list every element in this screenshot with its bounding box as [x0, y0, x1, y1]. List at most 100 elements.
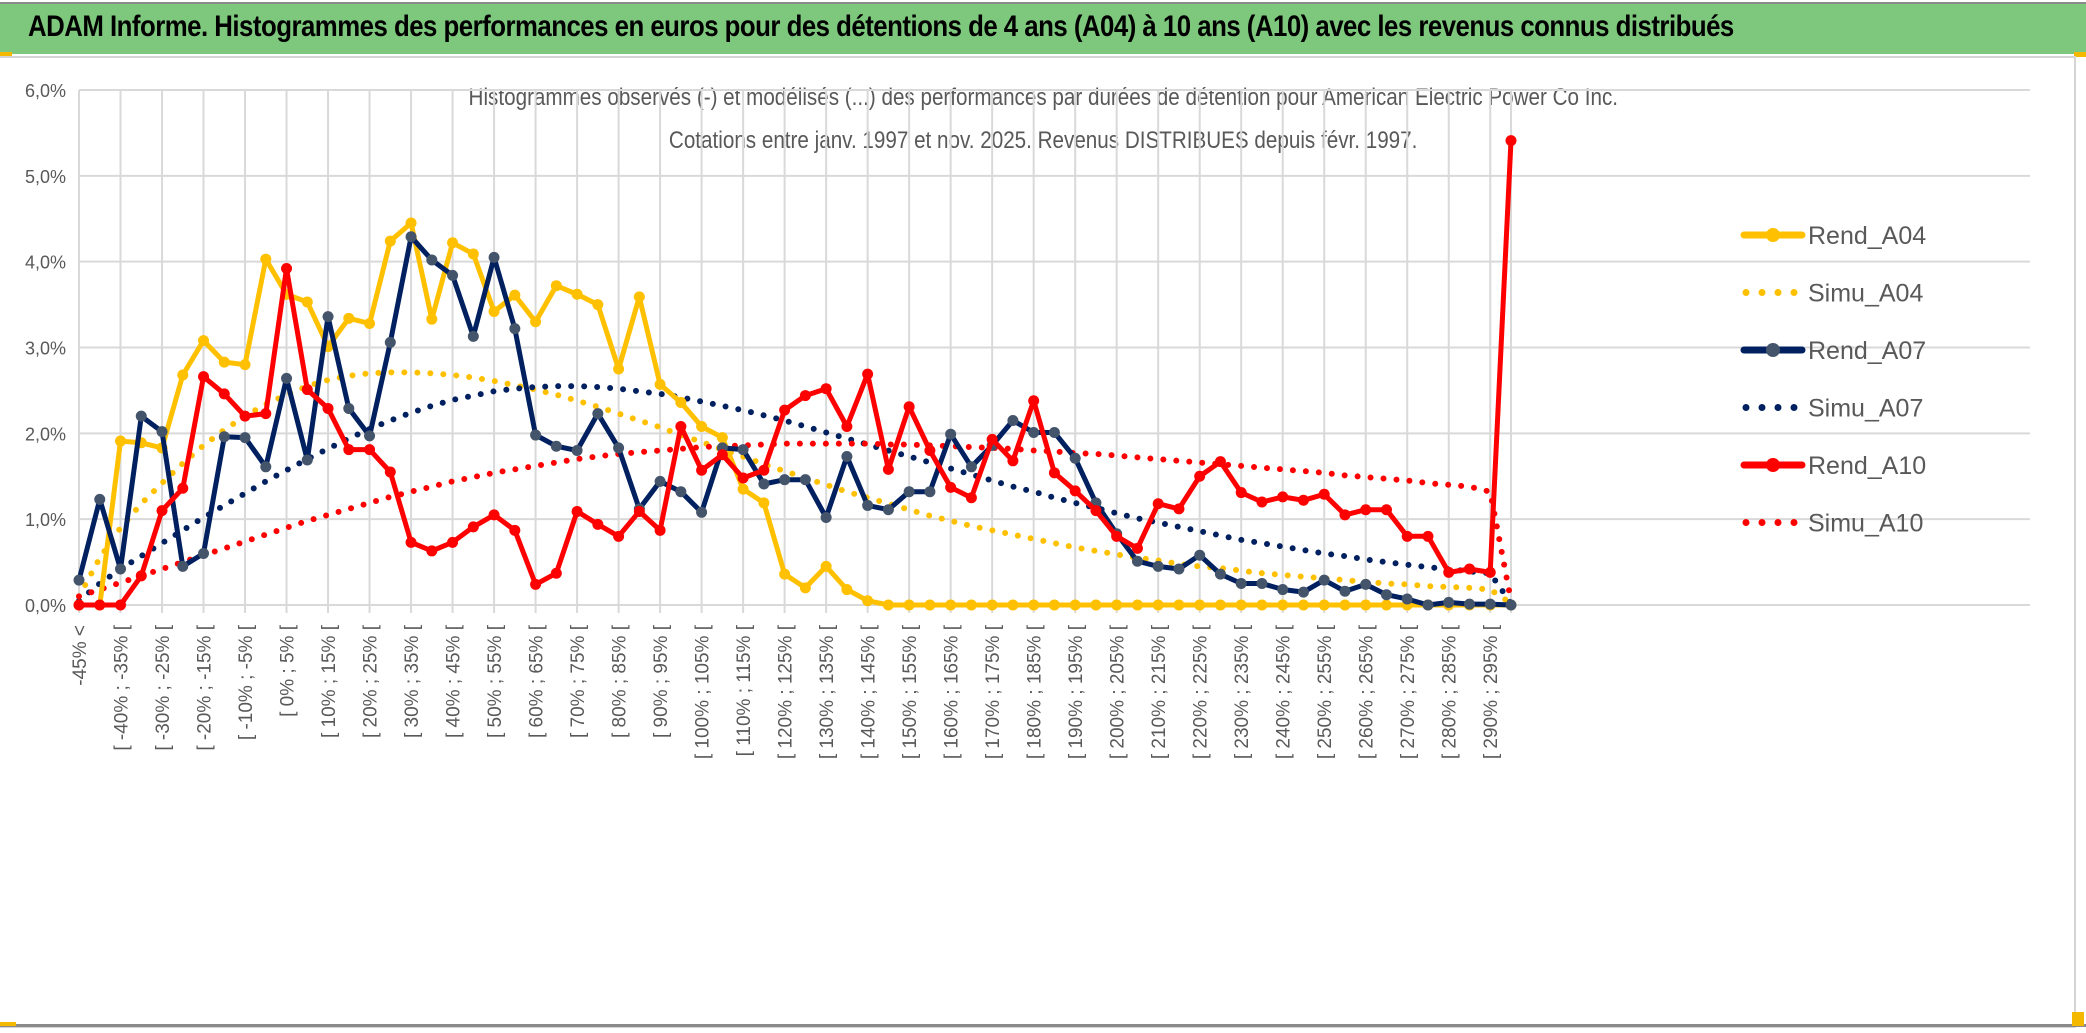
data-point	[73, 574, 85, 586]
data-point	[1111, 599, 1123, 611]
data-point	[488, 509, 500, 521]
data-point	[156, 505, 168, 517]
data-point	[1297, 599, 1309, 611]
data-point	[1463, 563, 1475, 575]
y-tick-label: 1,0%	[25, 510, 66, 530]
data-point	[1443, 566, 1455, 578]
data-point	[384, 466, 396, 478]
data-point	[405, 217, 417, 229]
bottom-border	[0, 1024, 2086, 1027]
data-point	[1360, 578, 1372, 590]
line-Simu_A10	[76, 440, 1514, 604]
data-point	[965, 461, 977, 473]
data-point	[467, 330, 479, 342]
line-Rend_A04	[79, 220, 1511, 608]
resize-handle-bottom-right[interactable]	[2072, 1012, 2084, 1026]
data-point	[426, 313, 438, 325]
data-point	[322, 402, 334, 414]
data-point	[841, 420, 853, 432]
x-tick-label: [ 210% ; 215% [	[1149, 624, 1170, 759]
data-point	[1505, 599, 1517, 611]
legend-label: Rend_A04	[1808, 222, 1926, 250]
x-tick-label: [ 90% ; 95% [	[651, 624, 672, 738]
data-point	[799, 474, 811, 486]
data-point	[177, 482, 189, 494]
data-point	[592, 299, 604, 311]
line-Rend_A10	[79, 140, 1514, 608]
data-point	[1401, 530, 1413, 542]
data-point	[1090, 505, 1102, 517]
data-point	[613, 363, 625, 375]
data-point	[862, 499, 874, 511]
data-point	[1380, 504, 1392, 516]
data-point	[239, 432, 251, 444]
data-point	[488, 305, 500, 317]
data-point	[73, 599, 85, 611]
data-point	[1194, 470, 1206, 482]
data-point	[945, 428, 957, 440]
data-point	[115, 563, 127, 575]
data-point	[198, 371, 210, 383]
x-tick-label: [ -10% ; -5% [	[236, 624, 257, 740]
data-point	[1380, 599, 1392, 611]
legend: Rend_A04 Simu_A04 Rend_A07 Simu_A07 Rend_A10…	[1740, 222, 1926, 538]
y-tick-label: 0,0%	[25, 596, 66, 616]
data-point	[426, 254, 438, 266]
x-tick-label: [ 260% ; 265% [	[1357, 624, 1378, 759]
data-point	[737, 472, 749, 484]
data-point	[1256, 496, 1268, 508]
y-tick-label: 3,0%	[25, 339, 66, 359]
gridlines	[78, 89, 2030, 613]
series-simu-a10	[76, 440, 1514, 604]
data-point	[281, 263, 293, 275]
data-point	[1214, 568, 1226, 580]
line-Rend_A07	[76, 234, 1512, 608]
x-tick-label: [ 200% ; 205% [	[1108, 624, 1129, 759]
data-point	[405, 231, 417, 243]
data-point	[633, 291, 645, 303]
x-tick-label: [ 30% ; 35% [	[402, 624, 423, 738]
legend-item-rend-a04: Rend_A04	[1740, 222, 1926, 250]
data-point	[509, 323, 521, 335]
x-tick-label: [ 100% ; 105% [	[693, 624, 714, 759]
data-point	[924, 599, 936, 611]
data-point	[364, 317, 376, 329]
data-point	[218, 431, 230, 443]
data-point	[965, 599, 977, 611]
resize-handle-top-right[interactable]	[2074, 52, 2086, 57]
data-point	[592, 408, 604, 420]
x-tick-label: [ 280% ; 285% [	[1440, 624, 1461, 759]
data-point	[1277, 599, 1289, 611]
data-point	[343, 444, 355, 456]
data-point	[1401, 593, 1413, 605]
x-tick-label: [ 270% ; 275% [	[1398, 624, 1419, 759]
data-point	[654, 524, 666, 536]
data-point	[550, 567, 562, 579]
data-point	[301, 384, 313, 396]
series-simu-a07	[76, 383, 1514, 607]
data-point	[198, 335, 210, 347]
data-point	[343, 402, 355, 414]
legend-item-rend-a10: Rend_A10	[1740, 452, 1926, 480]
data-point	[1484, 598, 1496, 610]
line-Simu_A07	[76, 383, 1514, 607]
data-point	[1360, 504, 1372, 516]
data-point	[716, 449, 728, 461]
legend-label: Simu_A04	[1808, 280, 1923, 308]
data-point	[779, 404, 791, 416]
legend-item-rend-a07: Rend_A07	[1740, 337, 1926, 365]
data-point	[260, 253, 272, 265]
data-point	[550, 280, 562, 292]
series-rend-a07	[73, 231, 1517, 611]
data-point	[260, 461, 272, 473]
resize-handle-top-left[interactable]	[0, 52, 12, 57]
data-point	[1131, 542, 1143, 554]
data-point	[1277, 584, 1289, 596]
data-point	[696, 506, 708, 518]
data-point	[986, 599, 998, 611]
data-point	[1443, 596, 1455, 608]
x-tick-label: [ 110% ; 115% [	[734, 624, 755, 756]
data-point	[550, 440, 562, 452]
resize-handle-bottom-left[interactable]	[0, 1022, 16, 1026]
